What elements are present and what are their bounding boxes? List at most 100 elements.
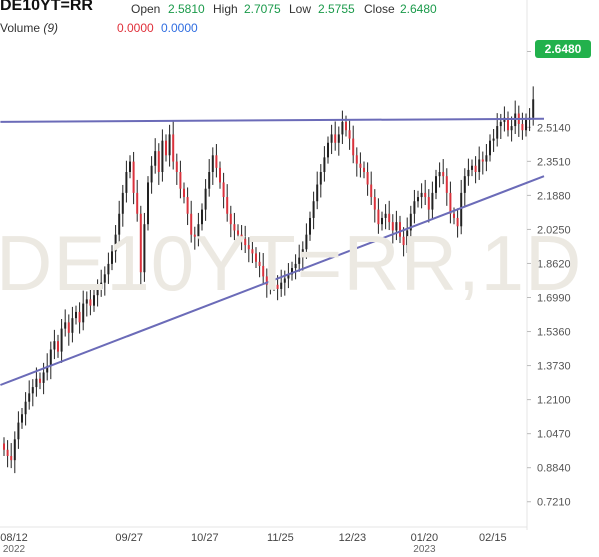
- candle-body: [121, 192, 124, 214]
- candle: [147, 176, 149, 231]
- candle: [442, 159, 445, 185]
- candle-body: [204, 188, 207, 210]
- candle-body: [276, 284, 279, 289]
- candle: [319, 164, 322, 198]
- open-value: 2.5810: [168, 2, 205, 16]
- candle-body: [78, 311, 81, 323]
- x-tick-label: 09/27: [115, 532, 143, 544]
- candle: [449, 181, 452, 224]
- y-tick-label: 1.3730: [537, 361, 571, 373]
- candle: [435, 169, 437, 200]
- candle: [521, 112, 524, 140]
- candle-body: [474, 165, 477, 172]
- candle: [179, 160, 182, 199]
- candle-body: [485, 155, 488, 162]
- candle: [305, 223, 308, 259]
- candle-body: [298, 257, 301, 264]
- candle-body: [201, 209, 203, 225]
- candle: [370, 171, 373, 205]
- x-tick-label: 12/23: [339, 532, 367, 544]
- candle-body: [136, 192, 139, 214]
- symbol-label[interactable]: DE10YT=RR: [0, 0, 93, 14]
- candle-body: [456, 217, 459, 227]
- candle: [85, 291, 88, 317]
- candle-body: [71, 318, 74, 333]
- candle-body: [10, 456, 13, 461]
- candle: [197, 212, 200, 247]
- candle: [150, 156, 153, 194]
- candle-body: [312, 201, 315, 218]
- candle-body: [247, 245, 250, 250]
- candle: [139, 205, 142, 286]
- candle-body: [39, 378, 41, 383]
- candle-body: [6, 449, 9, 456]
- candle-body: [111, 251, 113, 264]
- candle: [67, 314, 70, 346]
- candle: [273, 274, 275, 292]
- y-tick-label: 2.1880: [537, 190, 571, 202]
- y-tick-label: 0.7210: [537, 497, 571, 509]
- candle: [13, 431, 16, 474]
- candle: [384, 204, 387, 230]
- candle: [240, 225, 243, 251]
- candle-body: [96, 288, 99, 296]
- candle: [438, 162, 441, 188]
- candle: [327, 136, 329, 164]
- candle-body: [377, 209, 380, 225]
- candle-body: [359, 163, 362, 168]
- x-tick-label: 10/27: [191, 532, 219, 544]
- candle-body: [237, 230, 239, 235]
- volume-value-2: 0.0000: [161, 21, 198, 35]
- candle: [525, 113, 527, 137]
- candle: [161, 129, 164, 182]
- y-tick-label: 1.2100: [537, 395, 571, 407]
- candle: [251, 237, 254, 264]
- high-value: 2.7075: [244, 2, 281, 16]
- candle-body: [337, 134, 340, 143]
- candle: [28, 380, 31, 410]
- candle: [165, 134, 167, 162]
- candle-body: [442, 172, 445, 177]
- candle-body: [103, 274, 106, 283]
- candle: [489, 134, 491, 162]
- candle-body: [463, 176, 466, 193]
- candle-body: [31, 387, 34, 394]
- candle-body: [118, 213, 121, 235]
- close-value: 2.6480: [400, 2, 437, 16]
- candle-body: [438, 172, 441, 177]
- candle: [359, 152, 362, 178]
- candle-body: [186, 197, 189, 214]
- close-label: Close: [364, 2, 395, 16]
- candle: [517, 105, 520, 137]
- candle-body: [85, 299, 88, 304]
- x-tick-label: 08/12: [0, 532, 28, 544]
- candle-body: [28, 393, 31, 402]
- candle-body: [229, 213, 232, 225]
- candle: [366, 162, 369, 196]
- candle-body: [521, 123, 524, 131]
- candle: [229, 205, 232, 238]
- candle-body: [165, 140, 167, 156]
- candle-body: [161, 140, 164, 172]
- candle-body: [420, 192, 423, 198]
- candle-body: [294, 263, 297, 269]
- candle-body: [240, 234, 243, 239]
- candle-body: [226, 197, 229, 214]
- candle-body: [93, 295, 95, 306]
- candle-body: [183, 188, 185, 198]
- candle-body: [499, 121, 502, 127]
- candle-body: [107, 263, 110, 275]
- candle: [316, 171, 319, 210]
- candle: [143, 212, 146, 282]
- candle: [399, 215, 401, 243]
- candle: [402, 227, 405, 257]
- candle: [355, 147, 358, 177]
- volume-period: (9): [43, 21, 59, 35]
- candle-body: [316, 184, 319, 202]
- candle: [427, 189, 430, 223]
- candle: [64, 309, 67, 337]
- volume-indicator-label[interactable]: Volume (9): [0, 21, 58, 35]
- candle-body: [478, 159, 481, 172]
- candle-body: [323, 157, 326, 172]
